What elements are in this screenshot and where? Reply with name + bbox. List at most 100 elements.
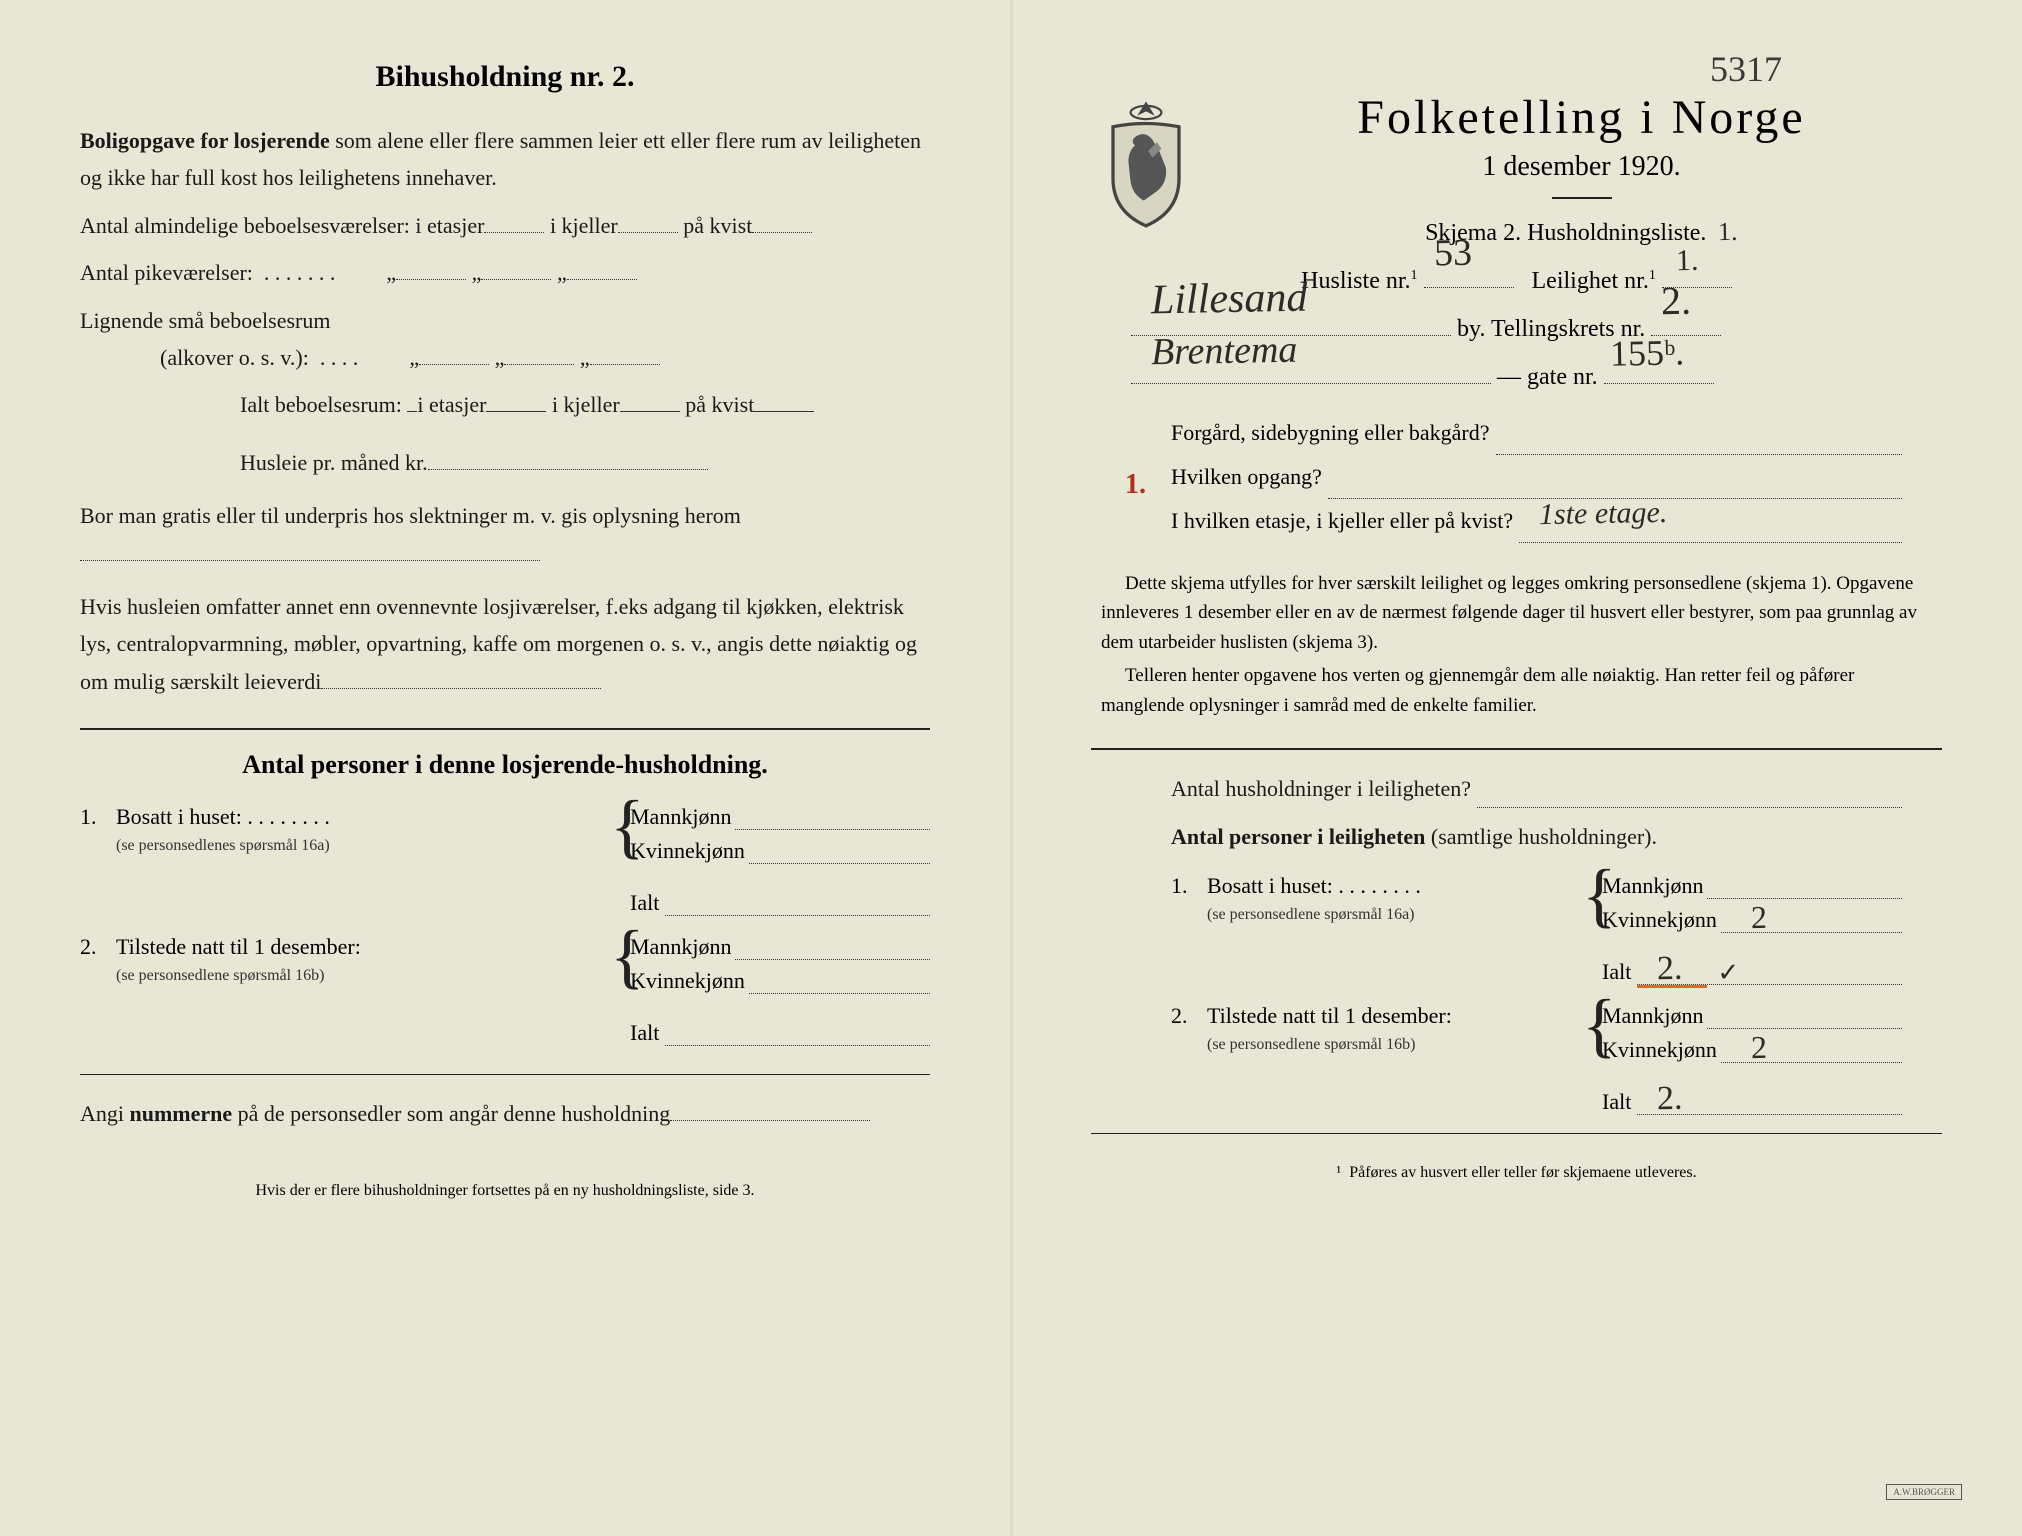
q-forgard: Forgård, sidebygning eller bakgård? [1171,411,1902,455]
rc1-male: Mannkjønn [1602,873,1703,899]
rc2-total-label: Ialt [1602,1089,1631,1115]
rooms-line: Antal almindelige beboelsesværelser: i e… [80,207,930,244]
q2-label-block: Tilstede natt til 1 desember: (se person… [116,934,610,986]
fill-s3 [590,341,660,365]
rc2-total-row: Ialt 2. [1171,1089,1902,1115]
fill-m1 [396,256,466,280]
brace-1: { [610,798,630,856]
fill-cellar [618,209,678,233]
orange-mark [1637,985,1707,988]
right-footnote: ¹ Påføres av husvert eller teller før sk… [1091,1164,1942,1182]
cellar-label: i kjeller [550,213,618,238]
fill-floors [484,209,544,233]
coat-of-arms-icon [1091,96,1201,228]
fill [407,388,417,412]
left-subheading: Antal personer i denne losjerende-hushol… [80,750,930,780]
right-page: 5317 Folketelling i Norge 1 desember 192… [1011,0,2022,1536]
husliste-hw: 53 [1433,215,1472,292]
q1-label: Bosatt i huset: [116,804,242,829]
rc1-total-hw: 2. [1657,950,1683,988]
totalrooms-label: Ialt beboelsesrum: [240,392,402,417]
attic-label: på kvist [683,213,752,238]
q-households: Antal husholdninger i leiligheten? [1171,770,1902,807]
fill-s1 [419,341,489,365]
alkover-label: (alkover o. s. v.): [160,345,309,370]
question-block: 1. Forgård, sidebygning eller bakgård? H… [1171,411,1902,543]
gratis-text: Bor man gratis eller til underpris hos s… [80,503,741,528]
r-brace-1: { [1582,867,1602,925]
rc1-sub: (se personsedlene spørsmål 16a) [1207,906,1415,923]
printer-mark: A.W.BRØGGER [1886,1484,1962,1500]
sub-date: 1 desember 1920. [1221,151,1942,183]
r-num-2: 2. [1171,1003,1207,1029]
r-brace-2: { [1582,997,1602,1055]
t-cellar: i kjeller [552,392,620,417]
instructions-p2: Telleren henter opgavene hos verten og g… [1101,661,1932,720]
husliste-fill: 53 [1424,262,1514,288]
census-document-spread: Bihusholdning nr. 2. Boligopgave for los… [0,0,2022,1536]
fill-extras [321,665,601,689]
rc1-total-row: Ialt 2. ✓ [1171,959,1902,985]
rc1-label-block: Bosatt i huset: . . . . . . . . (se pers… [1207,873,1582,925]
similar-line1: Lignende små beboelsesrum [80,302,930,339]
right-count-2: 2. Tilstede natt til 1 desember: (se per… [1171,1003,1902,1071]
divider-r1 [1091,748,1942,750]
q-households-fill [1477,770,1902,807]
q1-female: Kvinnekjønn [630,838,745,864]
fill-attic [752,209,812,233]
rc2-sub: (se personsedlene spørsmål 16b) [1207,1036,1415,1053]
r-num-1: 1. [1171,873,1207,899]
header-titles: Folketelling i Norge 1 desember 1920. Sk… [1221,90,1942,247]
q2-female-fill [749,968,930,994]
q1-total-fill [665,890,930,916]
rc1-tick: ✓ [1717,958,1739,988]
fill-t1 [486,388,546,412]
q1-sub: (se personsedlenes spørsmål 16a) [116,837,330,854]
form-meta: Skjema 2. Husholdningsliste. 1. [1221,217,1942,247]
divider-r2 [1091,1133,1942,1134]
gratis-line: Bor man gratis eller til underpris hos s… [80,497,930,572]
rc1-male-fill [1707,873,1902,899]
q-persons-bold: Antal personer i leiligheten [1171,824,1425,849]
rc2-label-block: Tilstede natt til 1 desember: (se person… [1207,1003,1582,1055]
rc2-female: Kvinnekjønn [1602,1037,1717,1063]
maidrooms-line: Antal pikeværelser: . . . . . . . „ „ „ [80,254,930,291]
q-persons-rest: (samtlige husholdninger). [1425,824,1657,849]
rc2-total-fill: 2. [1637,1089,1902,1115]
q-etasje-hw: 1ste etage. [1539,483,1668,545]
left-count-2: 2. Tilstede natt til 1 desember: (se per… [80,934,930,1002]
q2-female: Kvinnekjønn [630,968,745,994]
left-count-1: 1. Bosatt i huset: . . . . . . . . (se p… [80,804,930,872]
main-title: Folketelling i Norge [1221,90,1942,145]
q2-label: Tilstede natt til 1 desember: [116,934,361,959]
title-rule [1552,197,1612,199]
fill-angir [670,1097,870,1121]
q-etasje-fill: 1ste etage. [1519,499,1902,543]
q-opgang-text: Hvilken opgang? [1171,455,1322,499]
q-households-text: Antal husholdninger i leiligheten? [1171,770,1471,807]
left-title: Bihusholdning nr. 2. [80,60,930,94]
rc2-label: Tilstede natt til 1 desember: [1207,1003,1452,1028]
count-section-right: Antal husholdninger i leiligheten? Antal… [1171,770,1902,1115]
num-2: 2. [80,934,116,960]
rc2-male-fill [1707,1003,1902,1029]
extras-line: Hvis husleien omfatter annet enn ovennev… [80,588,930,700]
q1-total-label: Ialt [630,890,659,916]
footnote-marker: ¹ [1336,1164,1341,1181]
maidrooms-label: Antal pikeværelser: [80,260,253,285]
rc1-label: Bosatt i huset: [1207,873,1333,898]
husliste-label: Husliste nr. [1301,268,1410,294]
gate-fill: 155ᵇ. [1604,358,1714,384]
q2-total-row: Ialt [80,1020,930,1046]
q-etasje-text: I hvilken etasje, i kjeller eller på kvi… [1171,499,1513,543]
q1-values: Mannkjønn Kvinnekjønn [630,804,930,872]
rc2-total-hw: 2. [1657,1080,1683,1118]
rc2-female-fill: 2 [1721,1037,1902,1063]
left-footnote: Hvis der er flere bihusholdninger fortse… [80,1182,930,1200]
q-etasje: I hvilken etasje, i kjeller eller på kvi… [1171,499,1902,543]
right-count-1: 1. Bosatt i huset: . . . . . . . . (se p… [1171,873,1902,941]
intro-paragraph: Boligopgave for losjerende som alene ell… [80,122,930,197]
rc1-total-label: Ialt [1602,959,1631,985]
rc2-values: Mannkjønn Kvinnekjønn2 [1602,1003,1902,1071]
q1-male-fill [735,804,930,830]
